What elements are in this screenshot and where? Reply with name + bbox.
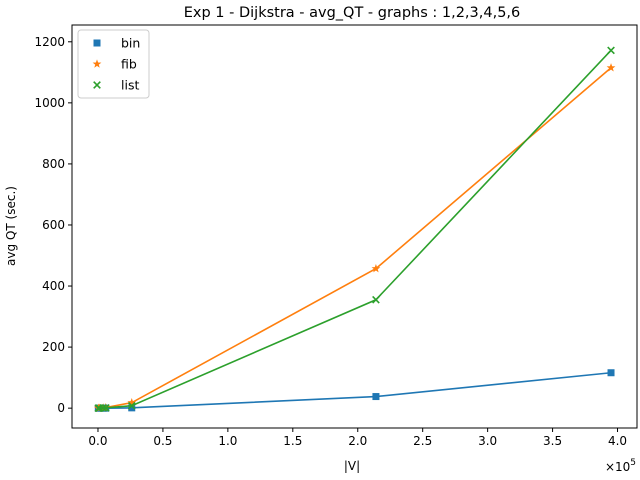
data-point-list	[99, 403, 108, 412]
data-point-fib	[371, 264, 381, 273]
data-point-list	[607, 46, 615, 55]
y-tick-label: 400	[42, 279, 65, 293]
y-tick-label: 600	[42, 218, 65, 232]
y-tick-label: 0	[57, 401, 65, 415]
legend-label-list: list	[121, 78, 139, 93]
x-axis-offset-text: ×105	[605, 458, 636, 474]
data-point-fib	[606, 63, 616, 72]
legend: bin fib list	[77, 29, 150, 99]
legend-items: bin fib list	[92, 36, 140, 93]
y-tick-label: 1000	[34, 96, 65, 110]
x-tick-label: 0.0	[88, 434, 107, 448]
legend-marker-bin	[93, 39, 101, 47]
data-point-list	[372, 295, 380, 304]
data-point-bin	[372, 393, 380, 401]
x-tick-label: 1.0	[218, 434, 237, 448]
plot-frame	[71, 24, 638, 429]
series-layer	[93, 46, 616, 413]
x-tick-label: 1.5	[283, 434, 302, 448]
legend-box	[77, 29, 150, 99]
data-point-list	[101, 403, 110, 412]
y-axis-label: avg QT (sec.)	[4, 186, 18, 266]
chart-title: Exp 1 - Dijkstra - avg_QT - graphs : 1,2…	[184, 5, 521, 21]
x-axis-ticks: 0.0 0.5 1.0 1.5 2.0 2.5 3.0 3.5 4.0	[88, 428, 627, 448]
x-tick-label: 2.0	[348, 434, 367, 448]
plot-area	[72, 25, 637, 428]
x-tick-label: 3.0	[478, 434, 497, 448]
data-point-fib	[127, 398, 137, 407]
x-tick-label: 2.5	[413, 434, 432, 448]
data-point-list	[127, 401, 136, 410]
data-point-bin	[128, 404, 136, 412]
x-tick-label: 4.0	[608, 434, 627, 448]
x-tick-label: 0.5	[153, 434, 172, 448]
y-tick-label: 1200	[34, 35, 65, 49]
x-tick-label: 3.5	[543, 434, 562, 448]
y-tick-label: 800	[42, 157, 65, 171]
data-point-bin	[607, 369, 615, 377]
y-tick-label: 200	[42, 340, 65, 354]
x-axis-offset-exponent: 5	[630, 458, 636, 468]
legend-label-bin: bin	[121, 36, 140, 51]
legend-marker-list	[93, 81, 101, 89]
legend-label-fib: fib	[121, 57, 137, 72]
x-axis-label: |V|	[344, 459, 360, 473]
legend-marker-fib	[92, 59, 102, 68]
series-list	[94, 46, 615, 413]
y-axis-ticks: 0 200 400 600 800 1000 1200	[34, 35, 72, 415]
